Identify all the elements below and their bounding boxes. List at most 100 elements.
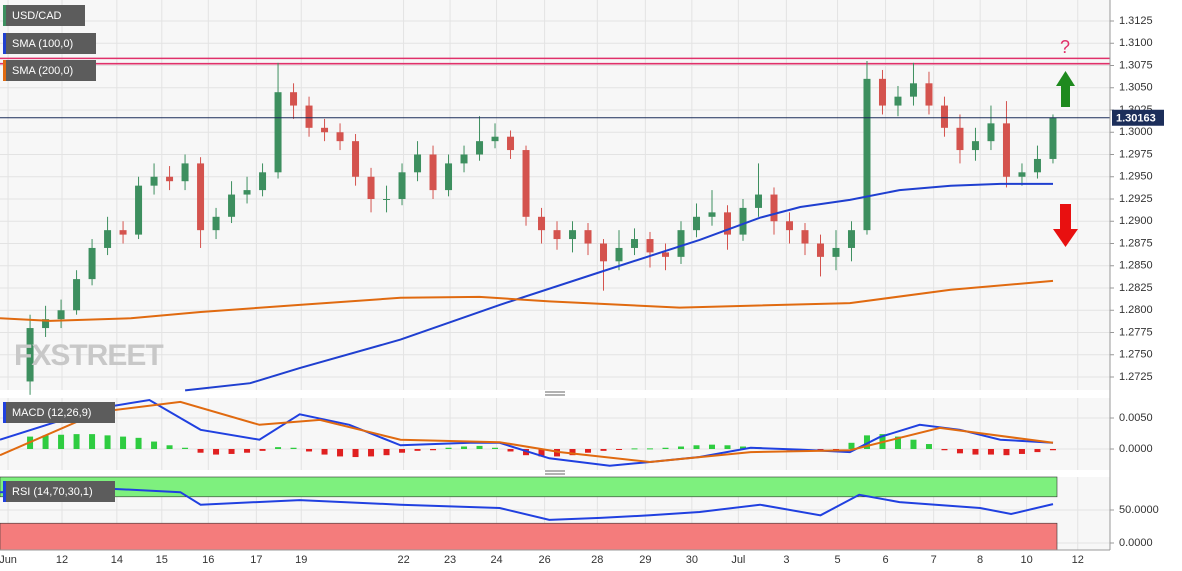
x-tick-label: 3 <box>783 554 789 566</box>
candle-body <box>816 243 824 257</box>
histogram-bar <box>445 447 452 449</box>
histogram-bar <box>368 448 375 457</box>
x-tick-label: 12 <box>1072 554 1084 566</box>
candle-body <box>1002 123 1010 177</box>
x-tick-label: 10 <box>1020 554 1032 566</box>
candle-body <box>631 239 639 248</box>
y-tick-label: 1.2875 <box>1119 237 1153 249</box>
candle-body <box>723 212 731 235</box>
histogram-bar <box>120 436 127 449</box>
histogram-bar <box>1003 448 1010 456</box>
candle-body <box>336 132 344 142</box>
x-tick-label: 8 <box>977 554 983 566</box>
candle-body <box>507 136 515 151</box>
y-tick-label: 0.0000 <box>1119 443 1153 455</box>
label-box <box>3 402 115 423</box>
histogram-bar <box>104 435 111 449</box>
histogram-bar <box>631 448 638 450</box>
candle-body <box>770 194 778 222</box>
x-tick-label: 26 <box>538 554 550 566</box>
candle-body <box>445 163 453 191</box>
histogram-bar <box>135 437 142 449</box>
y-tick-label: 1.2975 <box>1119 148 1153 160</box>
series-line <box>0 279 1054 322</box>
candle-body <box>909 83 917 97</box>
x-tick-label: 24 <box>490 554 502 566</box>
histogram-bar <box>724 445 731 449</box>
histogram-bar <box>554 448 561 457</box>
histogram-bar <box>848 442 855 449</box>
label-box <box>3 33 96 54</box>
x-tick-label: 5 <box>834 554 840 566</box>
panel-handles <box>545 391 565 475</box>
histogram-bar <box>414 448 421 451</box>
candle-body <box>522 150 530 217</box>
series-line <box>0 400 1054 464</box>
histogram-bar <box>197 448 204 453</box>
candle-body <box>42 319 50 329</box>
histogram-bar <box>290 447 297 449</box>
y-tick-label: 1.2900 <box>1119 215 1153 227</box>
histogram-bar <box>647 448 654 450</box>
x-tick-label: 23 <box>444 554 456 566</box>
candle-body <box>785 221 793 231</box>
histogram-bar <box>58 434 65 449</box>
candle-body <box>321 127 329 133</box>
histogram-bar <box>941 448 948 451</box>
histogram-bar <box>306 448 313 452</box>
candle-body <box>476 141 484 155</box>
candle-body <box>754 194 762 208</box>
candle-body <box>646 239 654 253</box>
candle-body <box>119 230 127 235</box>
y-tick-label: 0.0000 <box>1119 537 1153 549</box>
histogram-bar <box>1018 448 1025 454</box>
candle-body <box>305 105 313 128</box>
histogram-bar <box>693 445 700 449</box>
histogram-bar <box>739 446 746 449</box>
y-tick-label: 1.3000 <box>1119 126 1153 138</box>
price-tag <box>1112 109 1164 126</box>
candle-body <box>925 83 933 106</box>
label-text: RSI (14,70,30,1) <box>12 486 93 498</box>
series-line <box>0 398 1054 467</box>
panel-backgrounds <box>0 0 1110 550</box>
candle-body <box>940 105 948 128</box>
histogram-bar <box>569 448 576 456</box>
candle-body <box>693 216 701 231</box>
x-tick-label: Jun <box>0 554 17 566</box>
candle-body <box>538 216 546 231</box>
label-text: MACD (12,26,9) <box>12 407 91 419</box>
histogram-bar <box>244 448 251 453</box>
candle-body <box>383 199 391 201</box>
label-box <box>3 5 85 26</box>
candle-body <box>600 243 608 262</box>
candle-body <box>569 230 577 240</box>
candle-body <box>228 194 236 217</box>
candle-body <box>181 163 189 182</box>
down-arrow <box>1060 204 1071 231</box>
candle-body <box>212 216 220 231</box>
x-tick-label: 19 <box>295 554 307 566</box>
label-text: USD/CAD <box>12 10 62 22</box>
x-tick-label: 29 <box>639 554 651 566</box>
series-line <box>0 487 1054 521</box>
x-tick-label: 15 <box>156 554 168 566</box>
histogram-bar <box>894 436 901 449</box>
histogram-bar <box>538 448 545 457</box>
candle-body <box>662 252 670 257</box>
candle-body <box>398 172 406 200</box>
candle-body <box>26 328 34 382</box>
y-tick-label: 1.3100 <box>1119 37 1153 49</box>
rsi-zone <box>0 476 1058 498</box>
label-stripe <box>3 33 6 54</box>
x-tick-label: 28 <box>591 554 603 566</box>
y-tick-label: 1.2750 <box>1119 349 1153 361</box>
label-stripe <box>3 5 6 26</box>
histogram-bar <box>1034 448 1041 453</box>
candle-body <box>429 154 437 191</box>
candle-body <box>243 190 251 195</box>
candle-body <box>1049 118 1057 159</box>
label-box <box>3 60 96 81</box>
candle-body <box>677 230 685 257</box>
